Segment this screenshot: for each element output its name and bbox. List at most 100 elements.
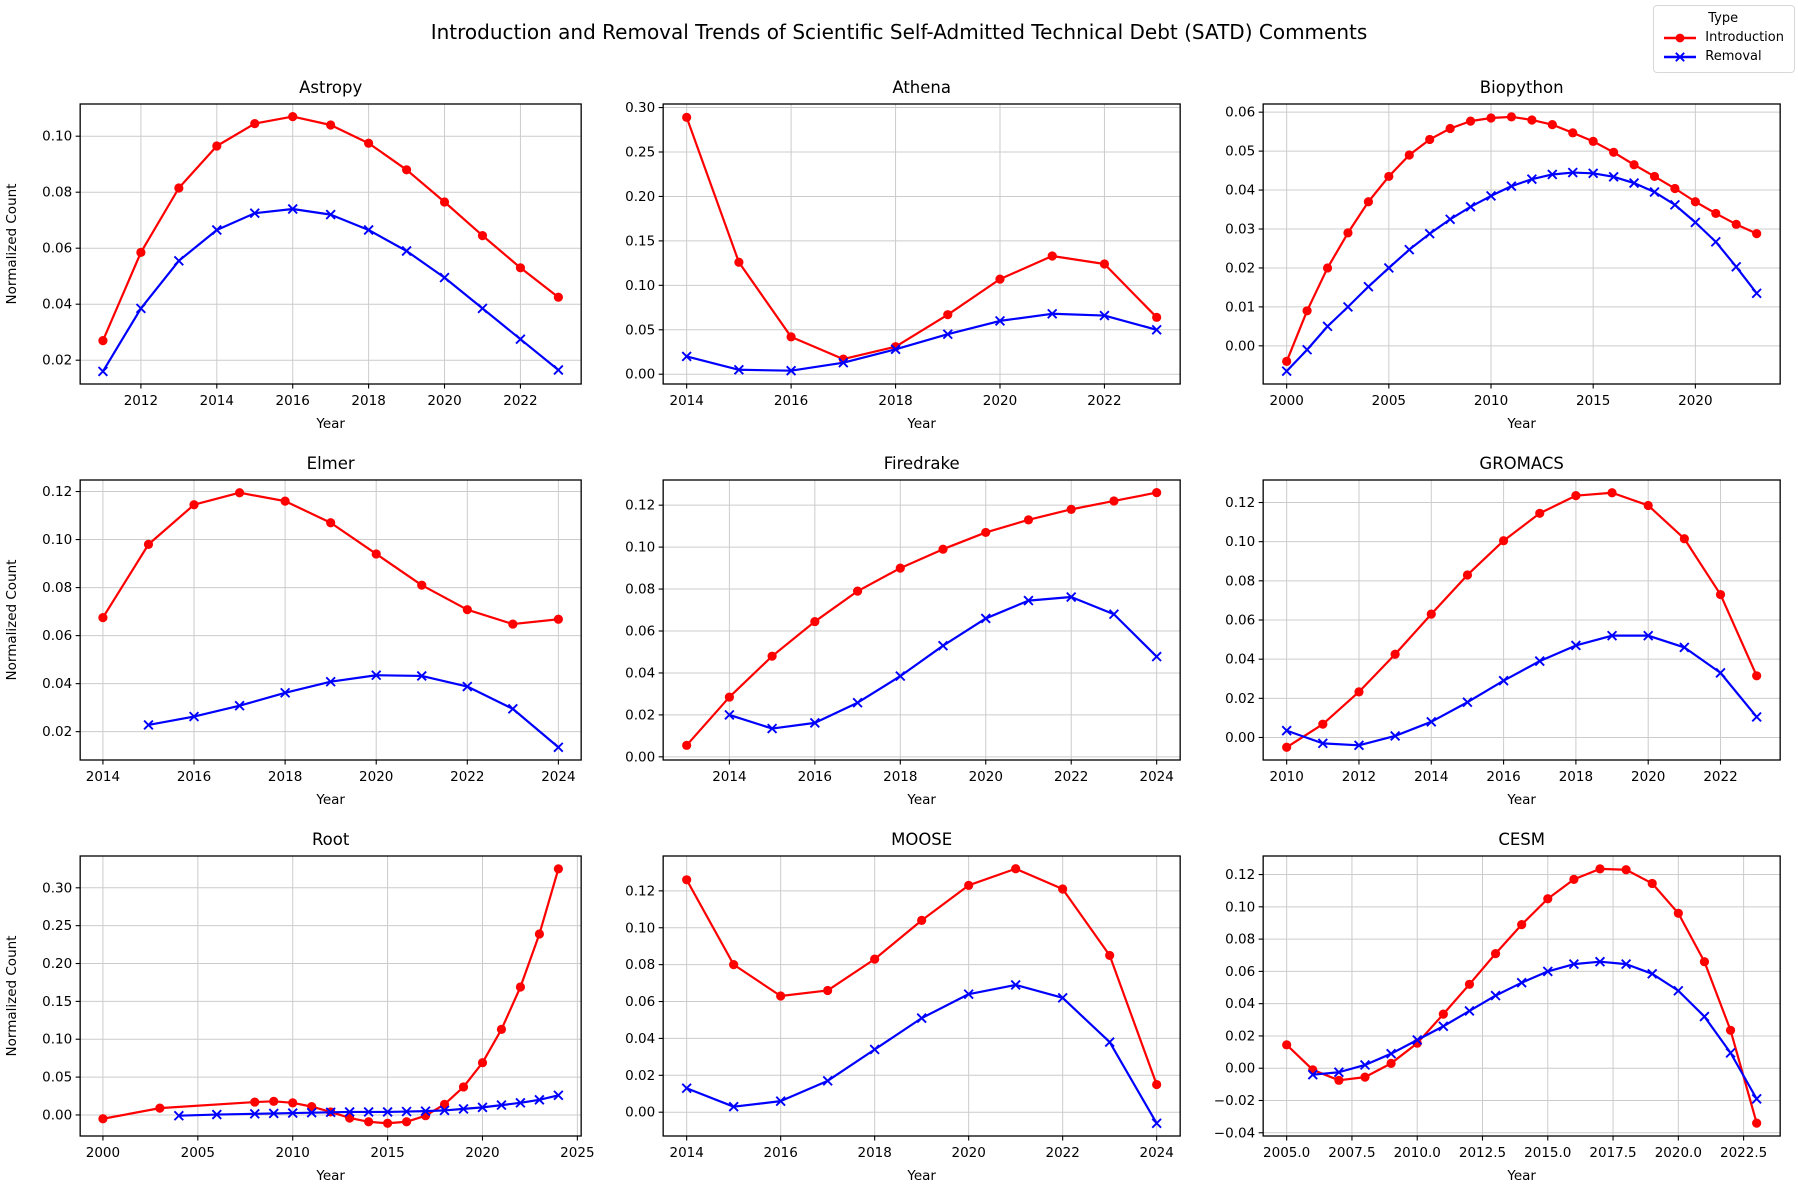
- svg-text:2017.5: 2017.5: [1589, 1145, 1636, 1161]
- svg-text:Biopython: Biopython: [1479, 78, 1563, 97]
- svg-text:2022: 2022: [503, 393, 537, 409]
- svg-text:Year: Year: [907, 416, 937, 432]
- svg-text:0.05: 0.05: [42, 1070, 72, 1086]
- svg-text:2020: 2020: [1631, 769, 1665, 785]
- svg-text:0.06: 0.06: [1225, 964, 1255, 980]
- svg-text:2016: 2016: [774, 393, 808, 409]
- svg-text:2005.0: 2005.0: [1263, 1145, 1310, 1161]
- svg-text:2020: 2020: [427, 393, 461, 409]
- svg-text:0.00: 0.00: [625, 367, 655, 383]
- svg-text:Year: Year: [1506, 416, 1536, 432]
- svg-text:2010: 2010: [276, 1145, 310, 1161]
- svg-text:2012.5: 2012.5: [1459, 1145, 1506, 1161]
- figure-title: Introduction and Removal Trends of Scien…: [430, 20, 1368, 44]
- svg-text:2022: 2022: [1054, 769, 1088, 785]
- svg-text:0.02: 0.02: [625, 707, 655, 723]
- svg-text:0.10: 0.10: [1225, 534, 1255, 550]
- charts-grid: 2012 2014 2016 2018 2020 2022 0.02 0.04 0.06 0.08…: [0, 70, 1798, 1198]
- svg-text:2014: 2014: [200, 393, 234, 409]
- svg-text:2016: 2016: [1486, 769, 1520, 785]
- svg-text:2022.5: 2022.5: [1720, 1145, 1767, 1161]
- svg-text:0.05: 0.05: [1225, 144, 1255, 160]
- svg-text:2010: 2010: [1269, 769, 1303, 785]
- svg-text:−0.04: −0.04: [1213, 1125, 1254, 1141]
- svg-text:0.00: 0.00: [1225, 338, 1255, 354]
- svg-text:MOOSE: MOOSE: [891, 830, 952, 849]
- svg-text:Year: Year: [1506, 1168, 1536, 1184]
- svg-text:0.30: 0.30: [42, 880, 72, 896]
- svg-text:0.00: 0.00: [1225, 730, 1255, 746]
- svg-text:2005: 2005: [1371, 393, 1405, 409]
- svg-text:0.05: 0.05: [625, 322, 655, 338]
- svg-text:2015.0: 2015.0: [1524, 1145, 1571, 1161]
- svg-text:Year: Year: [315, 792, 345, 808]
- svg-text:2018: 2018: [351, 393, 385, 409]
- svg-text:0.08: 0.08: [1225, 932, 1255, 948]
- svg-text:0.01: 0.01: [1225, 299, 1255, 315]
- chart-gromacs: 2010 2012 2014 2016 2018 2020 2022 0.00 0.02 0.04…: [1225, 454, 1781, 808]
- svg-text:Year: Year: [907, 792, 937, 808]
- svg-text:0.04: 0.04: [1225, 183, 1255, 199]
- svg-text:2014: 2014: [670, 393, 704, 409]
- legend-label-introduction: Introduction: [1705, 30, 1784, 45]
- svg-text:0.00: 0.00: [1225, 1061, 1255, 1077]
- svg-text:0.03: 0.03: [1225, 222, 1255, 238]
- svg-text:0.00: 0.00: [625, 1105, 655, 1121]
- svg-text:Normalized Count: Normalized Count: [4, 184, 20, 305]
- svg-text:2020: 2020: [359, 769, 393, 785]
- svg-text:−0.02: −0.02: [1213, 1093, 1254, 1109]
- svg-text:2018: 2018: [883, 769, 917, 785]
- svg-text:0.12: 0.12: [1225, 495, 1255, 511]
- svg-text:0.12: 0.12: [625, 883, 655, 899]
- svg-text:0.08: 0.08: [42, 580, 72, 596]
- svg-text:0.12: 0.12: [42, 484, 72, 500]
- svg-text:2012: 2012: [124, 393, 158, 409]
- svg-text:2022: 2022: [1088, 393, 1122, 409]
- svg-text:0.04: 0.04: [1225, 996, 1255, 1012]
- svg-text:0.00: 0.00: [625, 749, 655, 765]
- svg-text:2024: 2024: [1140, 769, 1174, 785]
- legend-entry-removal: Removal: [1662, 49, 1784, 64]
- svg-text:0.10: 0.10: [625, 278, 655, 294]
- legend-title: Type: [1708, 11, 1739, 26]
- svg-text:2016: 2016: [764, 1145, 798, 1161]
- svg-text:2000: 2000: [86, 1145, 120, 1161]
- svg-text:2024: 2024: [1140, 1145, 1174, 1161]
- svg-text:0.30: 0.30: [625, 100, 655, 116]
- svg-text:2016: 2016: [798, 769, 832, 785]
- svg-text:Year: Year: [907, 1168, 937, 1184]
- svg-text:Root: Root: [312, 830, 350, 849]
- svg-text:0.12: 0.12: [625, 498, 655, 514]
- svg-text:2014: 2014: [713, 769, 747, 785]
- svg-text:0.08: 0.08: [625, 582, 655, 598]
- svg-text:2000: 2000: [1269, 393, 1303, 409]
- svg-text:2014: 2014: [86, 769, 120, 785]
- legend-label-removal: Removal: [1705, 49, 1762, 64]
- svg-text:Year: Year: [1506, 792, 1536, 808]
- svg-text:2005: 2005: [181, 1145, 215, 1161]
- svg-text:2020: 2020: [952, 1145, 986, 1161]
- svg-text:0.15: 0.15: [42, 994, 72, 1010]
- svg-text:Normalized Count: Normalized Count: [4, 936, 20, 1057]
- svg-text:GROMACS: GROMACS: [1479, 454, 1563, 473]
- svg-text:2007.5: 2007.5: [1328, 1145, 1375, 1161]
- svg-text:Athena: Athena: [893, 78, 952, 97]
- svg-text:0.10: 0.10: [625, 920, 655, 936]
- svg-text:0.06: 0.06: [42, 628, 72, 644]
- svg-text:0.02: 0.02: [1225, 691, 1255, 707]
- chart-astropy: 2012 2014 2016 2018 2020 2022 0.02 0.04 0.06 0.08…: [4, 78, 582, 432]
- svg-text:Firedrake: Firedrake: [884, 454, 960, 473]
- svg-text:0.10: 0.10: [42, 129, 72, 145]
- svg-text:2022: 2022: [1046, 1145, 1080, 1161]
- removal-line-x-marker-icon: [1664, 51, 1697, 62]
- chart-athena: 2014 2016 2018 2020 2022 0.00 0.05 0.10 0.15 0.20…: [625, 78, 1182, 432]
- svg-text:0.04: 0.04: [42, 297, 72, 313]
- svg-text:0.12: 0.12: [1225, 867, 1255, 883]
- chart-cesm: 2005.0 2007.5 2010.0 2012.5 2015.0 2017.5 2020…: [1213, 830, 1781, 1184]
- svg-text:0.20: 0.20: [625, 189, 655, 205]
- svg-text:0.02: 0.02: [625, 1068, 655, 1084]
- legend: Type Introduction Removal: [1653, 5, 1795, 73]
- svg-text:0.06: 0.06: [1225, 613, 1255, 629]
- legend-entry-introduction: Introduction: [1662, 30, 1784, 45]
- svg-text:0.02: 0.02: [1225, 1028, 1255, 1044]
